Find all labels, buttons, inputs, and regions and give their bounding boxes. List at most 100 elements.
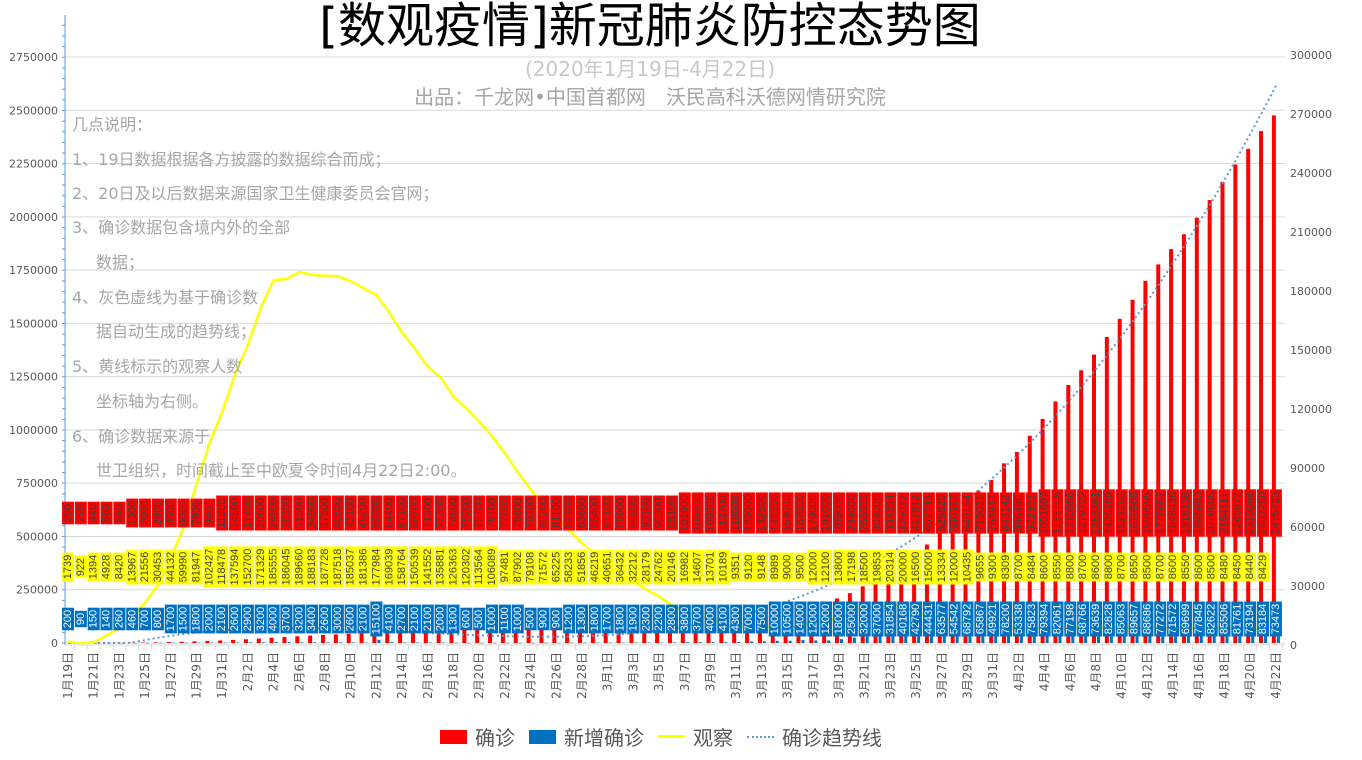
data-label-new-confirmed: 4100 — [383, 607, 395, 631]
bar-new-confirmed — [518, 642, 522, 644]
x-tick-label: 1月29日 — [190, 652, 204, 699]
bar-confirmed — [218, 640, 223, 643]
data-label-new-confirmed: 31854 — [884, 604, 896, 635]
data-label-new-confirmed-box — [1231, 601, 1244, 637]
chart-subtitle: (2020年1月19日-4月22日) — [524, 57, 776, 81]
bar-confirmed — [912, 553, 917, 643]
bar-new-confirmed — [531, 642, 535, 644]
data-label-new-confirmed: 900 — [550, 610, 562, 628]
data-label-observed: 12000 — [807, 552, 819, 583]
data-label-new-confirmed-box — [1269, 601, 1282, 637]
data-label-observed-box — [768, 552, 781, 582]
data-label-observed-box — [1192, 552, 1205, 582]
data-label-new-confirmed-box — [691, 604, 704, 634]
bar-confirmed — [1259, 131, 1264, 644]
bar-new-confirmed — [197, 642, 201, 644]
x-tick-label: 2月8日 — [318, 652, 332, 691]
data-label-observed: 46219 — [589, 552, 601, 583]
bar-new-confirmed — [210, 642, 214, 644]
data-label-observed: 120302 — [460, 549, 472, 586]
data-label-confirmed: 75700 — [473, 498, 485, 529]
data-label-new-confirmed: 3800 — [679, 607, 691, 631]
note-line: 4、灰色虚线为基于确诊数 — [72, 288, 259, 307]
data-label-new-confirmed: 12000 — [807, 604, 819, 635]
data-label-observed: 13967 — [126, 552, 138, 583]
bar-new-confirmed — [608, 642, 612, 644]
data-label-new-confirmed: 73639 — [1090, 604, 1102, 635]
x-tick-label: 3月27日 — [935, 652, 949, 699]
data-label-observed-box — [434, 546, 447, 588]
data-label-new-confirmed: 1800 — [615, 607, 627, 631]
data-label-new-confirmed-box — [421, 604, 434, 634]
data-label-new-confirmed-box — [910, 601, 923, 637]
data-label-new-confirmed: 65867 — [974, 604, 986, 635]
bar-new-confirmed — [377, 639, 381, 643]
data-label-confirmed: 98100 — [666, 498, 678, 529]
data-label-new-confirmed-box — [1192, 601, 1205, 637]
bar-confirmed — [153, 642, 158, 643]
data-label-confirmed: 4500 — [165, 501, 177, 525]
data-label-observed: 188183 — [306, 549, 318, 586]
bar-confirmed — [539, 625, 544, 643]
data-label-confirmed-box — [691, 492, 704, 534]
note-line: 数据； — [96, 253, 145, 272]
y-right-tick-label: 180000 — [1290, 285, 1332, 298]
data-label-observed: 58233 — [563, 552, 575, 583]
data-label-new-confirmed-box — [781, 601, 794, 637]
data-label-observed-box — [151, 549, 164, 585]
x-tick-label: 2月20日 — [472, 652, 486, 699]
data-label-confirmed-box — [665, 495, 678, 531]
x-tick-label: 4月6日 — [1063, 652, 1077, 691]
data-label-new-confirmed-box — [588, 604, 601, 634]
bar-confirmed — [1233, 164, 1238, 643]
data-label-observed: 106089 — [486, 549, 498, 586]
data-label-new-confirmed-box — [1102, 601, 1115, 637]
note-line: 坐标轴为右侧。 — [96, 392, 209, 411]
x-tick-label: 2月2日 — [241, 652, 255, 691]
data-label-new-confirmed-box — [922, 601, 935, 637]
data-label-observed-box — [807, 549, 820, 585]
x-tick-label: 2月28日 — [575, 652, 589, 699]
data-label-confirmed: 40500 — [332, 498, 344, 529]
y-left-tick-label: 1000000 — [9, 424, 58, 437]
bar-confirmed — [410, 628, 415, 643]
bar-confirmed — [1181, 234, 1186, 644]
data-label-new-confirmed-box — [203, 604, 216, 634]
data-label-observed-box — [241, 546, 254, 588]
data-label-new-confirmed-box — [1257, 601, 1270, 637]
legend-item-trendline: 确诊趋势线 — [747, 722, 882, 751]
data-label-new-confirmed-box — [293, 604, 306, 634]
data-label-confirmed-box — [1038, 489, 1051, 537]
bar-new-confirmed — [621, 642, 625, 644]
data-label-new-confirmed-box — [139, 607, 152, 631]
data-label-new-confirmed: 200 — [62, 610, 74, 628]
legend-label: 观察 — [693, 726, 733, 750]
bar-new-confirmed — [724, 642, 728, 643]
data-label-new-confirmed: 4100 — [717, 607, 729, 631]
data-label-new-confirmed: 25000 — [846, 604, 858, 635]
data-label-new-confirmed: 88686 — [1141, 604, 1153, 635]
data-label-confirmed: 303000 — [872, 495, 884, 532]
data-label-confirmed-box — [241, 495, 254, 531]
data-label-new-confirmed: 7500 — [756, 607, 768, 631]
data-label-confirmed: 75200 — [460, 498, 472, 529]
data-label-new-confirmed-box — [1090, 601, 1102, 637]
data-label-new-confirmed-box — [434, 604, 447, 634]
x-tick-label: 4月10日 — [1115, 652, 1129, 699]
data-label-new-confirmed: 82061 — [1051, 604, 1063, 635]
data-label-new-confirmed-box — [730, 604, 743, 634]
data-label-new-confirmed: 1000 — [486, 607, 498, 631]
data-label-confirmed-box — [267, 495, 280, 531]
bar-new-confirmed — [904, 634, 908, 643]
data-label-confirmed-box — [807, 492, 820, 534]
data-label-confirmed-box — [1269, 489, 1282, 537]
data-label-new-confirmed: 4000 — [705, 607, 717, 631]
data-label-confirmed: 234000 — [846, 495, 858, 532]
data-label-confirmed: 2000 — [139, 501, 151, 525]
data-label-new-confirmed-box — [177, 604, 190, 634]
data-label-confirmed-box — [306, 495, 319, 531]
data-label-confirmed-box — [164, 498, 177, 528]
x-tick-label: 3月17日 — [806, 652, 820, 699]
bar-new-confirmed — [929, 633, 933, 643]
data-label-observed: 189660 — [293, 549, 305, 586]
